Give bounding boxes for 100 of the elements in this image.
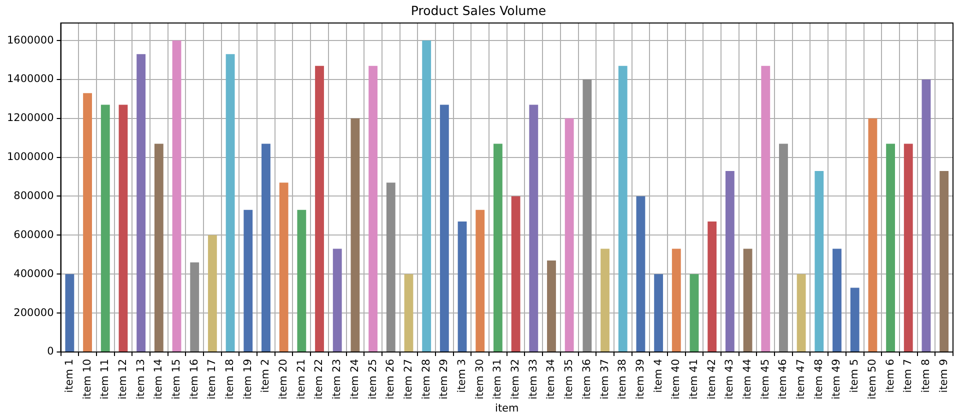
bar — [386, 182, 396, 352]
bar — [779, 144, 788, 352]
x-tick-label: item 35 — [563, 358, 576, 400]
x-tick-label: item 14 — [152, 358, 165, 400]
x-tick-label: item 49 — [830, 358, 843, 400]
x-tick-label: item 41 — [688, 358, 700, 400]
x-tick-label: item 34 — [545, 358, 558, 400]
x-tick-label: item 44 — [742, 358, 754, 400]
x-tick-label: item 18 — [224, 358, 236, 400]
bar — [743, 248, 752, 352]
x-tick-label: item 4 — [652, 358, 664, 393]
chart-title: Product Sales Volume — [410, 2, 546, 18]
x-tick-label: item 2 — [260, 358, 272, 393]
bar — [422, 40, 432, 352]
x-tick-label: item 31 — [492, 358, 504, 400]
x-tick-label: item 29 — [438, 358, 450, 400]
y-tick-label: 200000 — [14, 306, 54, 319]
x-tick-label: item 26 — [384, 358, 397, 400]
x-tick-label: item 22 — [313, 358, 326, 400]
bar — [690, 274, 699, 352]
bar — [761, 66, 770, 352]
x-tick-label: item 27 — [402, 358, 414, 400]
x-tick-label: item 36 — [580, 358, 593, 400]
bar — [618, 66, 628, 352]
bar — [297, 210, 306, 352]
bar — [511, 196, 520, 352]
bar — [83, 93, 92, 352]
x-tick-label: item 37 — [598, 358, 611, 400]
y-tick-label: 1200000 — [6, 112, 54, 124]
bar — [868, 118, 878, 352]
x-tick-label: item 45 — [759, 358, 772, 400]
bar — [904, 144, 913, 352]
bar — [476, 210, 485, 352]
bar — [940, 170, 949, 352]
bar — [315, 66, 324, 352]
x-tick-label: item 30 — [474, 358, 486, 400]
x-tick-label: item 24 — [348, 358, 361, 400]
bar — [190, 262, 200, 352]
x-tick-label: item 7 — [902, 358, 914, 393]
x-tick-label: item 33 — [527, 358, 540, 400]
x-axis-title: item — [495, 402, 519, 414]
x-tick-label: item 11 — [99, 358, 112, 400]
bar — [814, 170, 824, 352]
bar — [850, 288, 860, 352]
y-tick-label: 0 — [47, 346, 54, 358]
bar — [529, 104, 538, 352]
y-tick-label: 400000 — [14, 268, 54, 280]
y-tick-label: 800000 — [14, 190, 54, 202]
bar — [672, 248, 681, 352]
y-tick-label: 1600000 — [6, 34, 54, 46]
x-tick-label: item 9 — [938, 358, 950, 393]
y-tick-label: 1000000 — [6, 151, 54, 164]
x-tick-label: item 20 — [278, 358, 290, 400]
x-tick-label: item 21 — [295, 358, 308, 400]
bar — [208, 235, 217, 352]
x-tick-label: item 23 — [331, 358, 344, 400]
y-tick-label: 1400000 — [6, 73, 54, 86]
bar — [547, 260, 556, 352]
bar — [350, 118, 360, 352]
bar — [708, 222, 717, 352]
x-tick-label: item 25 — [366, 358, 379, 400]
x-tick-label: item 10 — [81, 358, 94, 400]
bar — [65, 274, 74, 352]
bar — [118, 104, 128, 352]
bar — [332, 248, 342, 352]
bar — [564, 118, 574, 352]
bar — [262, 144, 270, 352]
x-tick-label: item 6 — [884, 358, 896, 393]
bar — [922, 79, 931, 352]
bar — [458, 222, 467, 352]
x-tick-label: item 32 — [510, 358, 522, 400]
bar — [279, 182, 288, 352]
bar — [582, 79, 592, 352]
x-tick-label: item 5 — [848, 358, 861, 393]
x-tick-label: item 19 — [242, 358, 254, 400]
x-tick-label: item 50 — [866, 358, 878, 400]
x-tick-label: item 47 — [795, 358, 808, 400]
bar — [654, 274, 664, 352]
x-tick-label: item 43 — [724, 358, 736, 400]
x-tick-label: item 40 — [670, 358, 682, 400]
x-tick-label: item 15 — [170, 358, 182, 400]
bar — [172, 40, 182, 352]
x-tick-label: item 8 — [920, 358, 932, 393]
x-tick-label: item 3 — [456, 358, 468, 393]
bar — [368, 66, 378, 352]
bar — [832, 248, 842, 352]
x-tick-label: item 16 — [188, 358, 200, 400]
x-tick-label: item 46 — [777, 358, 790, 400]
bar — [244, 210, 253, 352]
x-tick-label: item 38 — [616, 358, 629, 400]
x-tick-label: item 1 — [63, 358, 76, 393]
y-tick-label: 600000 — [14, 228, 54, 241]
bar — [886, 144, 896, 352]
bar — [136, 54, 146, 352]
bar — [154, 144, 164, 352]
bar — [100, 104, 110, 352]
bar — [404, 274, 414, 352]
x-tick-label: item 48 — [812, 358, 825, 400]
bar — [636, 196, 646, 352]
bar — [226, 54, 235, 352]
